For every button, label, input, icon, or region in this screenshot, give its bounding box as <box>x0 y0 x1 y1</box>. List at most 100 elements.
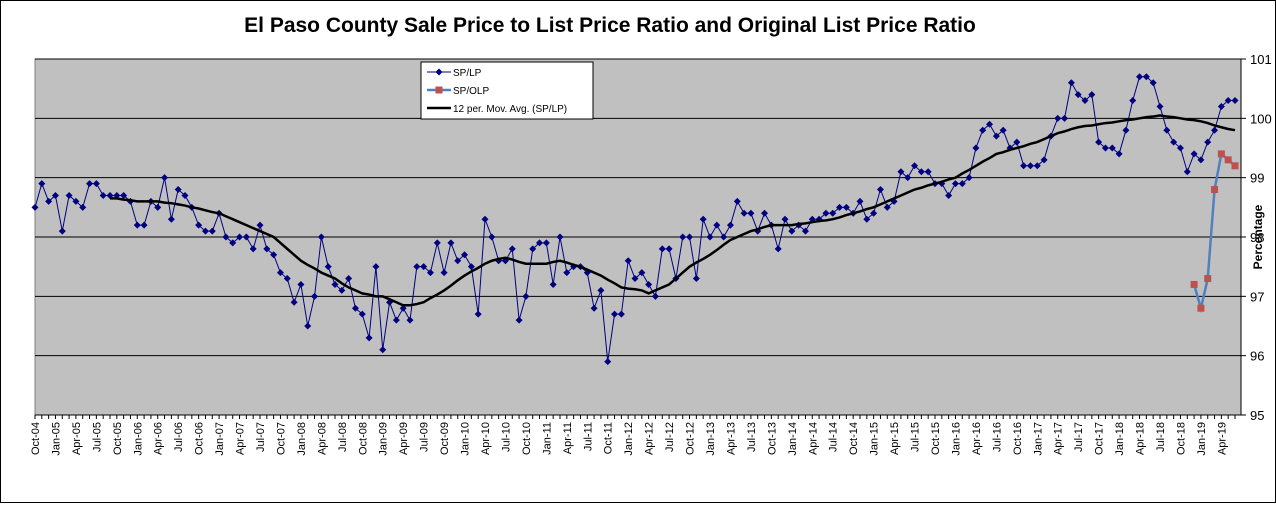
x-tick-label: Oct-05 <box>112 422 124 455</box>
y-axis-label: Percentage <box>1251 204 1265 269</box>
marker <box>1190 150 1198 158</box>
marker <box>951 180 959 188</box>
x-tick-label: Apr-07 <box>235 422 247 455</box>
marker <box>1204 138 1212 146</box>
marker <box>740 209 748 217</box>
marker <box>917 168 925 176</box>
x-tick-label: Oct-13 <box>766 422 778 455</box>
x-tick-label: Jan-08 <box>296 422 308 456</box>
marker <box>556 233 564 241</box>
x-tick-label: Apr-05 <box>71 422 83 455</box>
marker <box>413 263 421 271</box>
marker <box>1224 97 1232 105</box>
x-tick-label: Apr-12 <box>644 422 656 455</box>
marker <box>1231 97 1239 105</box>
x-tick-label: Jul-06 <box>173 422 185 452</box>
x-tick-label: Jul-15 <box>910 422 922 452</box>
marker <box>1197 304 1205 312</box>
marker <box>986 120 994 128</box>
marker <box>611 310 619 318</box>
marker <box>822 209 830 217</box>
x-tick-label: Apr-15 <box>889 422 901 455</box>
marker <box>1095 138 1103 146</box>
marker <box>774 245 782 253</box>
marker <box>331 280 339 288</box>
marker <box>311 292 319 300</box>
marker <box>904 174 912 182</box>
x-tick-label: Jul-05 <box>91 422 103 452</box>
x-tick-label: Apr-19 <box>1216 422 1228 455</box>
x-tick-label: Oct-11 <box>603 422 615 454</box>
y-tick-label: 97 <box>1250 289 1264 304</box>
marker <box>86 180 94 188</box>
x-tick-label: Oct-14 <box>848 422 860 455</box>
y-tick-label: 96 <box>1250 349 1264 364</box>
marker <box>870 209 878 217</box>
marker <box>120 191 128 199</box>
marker <box>536 239 544 247</box>
marker <box>92 180 100 188</box>
x-tick-label: Oct-16 <box>1012 422 1024 455</box>
marker <box>720 233 728 241</box>
x-tick-label: Jan-12 <box>623 422 635 456</box>
marker <box>1108 144 1116 152</box>
marker <box>31 203 39 211</box>
marker <box>72 197 80 205</box>
x-tick-label: Oct-12 <box>685 422 697 455</box>
marker <box>972 144 980 152</box>
marker <box>167 215 175 223</box>
x-tick-label: Jan-13 <box>705 422 717 456</box>
x-tick-label: Jul-08 <box>337 422 349 452</box>
marker <box>1101 144 1109 152</box>
x-tick-label: Jul-11 <box>582 422 594 451</box>
marker <box>1129 97 1137 105</box>
series-line <box>110 114 1236 307</box>
marker <box>1183 168 1191 176</box>
x-tick-label: Apr-08 <box>316 422 328 455</box>
marker <box>338 286 346 294</box>
marker <box>686 233 694 241</box>
chart-title: El Paso County Sale Price to List Price … <box>244 14 976 37</box>
marker <box>1190 280 1198 288</box>
marker <box>1033 162 1041 170</box>
x-tick-label: Apr-13 <box>725 422 737 455</box>
marker <box>181 191 189 199</box>
marker <box>542 239 550 247</box>
x-tick-label: Apr-11 <box>562 422 574 454</box>
x-tick-label: Jul-17 <box>1073 422 1085 452</box>
marker <box>1136 73 1144 81</box>
x-tick-label: Jul-07 <box>255 422 267 452</box>
marker <box>1211 186 1219 194</box>
marker <box>249 245 257 253</box>
x-tick-label: Jan-09 <box>378 422 390 456</box>
marker <box>911 162 919 170</box>
x-tick-label: Jan-14 <box>787 422 799 456</box>
marker <box>1054 114 1062 122</box>
marker <box>283 275 291 283</box>
marker <box>79 203 87 211</box>
marker <box>392 316 400 324</box>
marker <box>433 239 441 247</box>
x-tick-label: Oct-18 <box>1175 422 1187 455</box>
marker <box>345 275 353 283</box>
marker <box>801 227 809 235</box>
marker <box>829 209 837 217</box>
marker <box>379 346 387 354</box>
marker <box>1204 275 1212 283</box>
marker <box>658 245 666 253</box>
marker <box>454 257 462 265</box>
marker <box>788 227 796 235</box>
marker <box>1115 150 1123 158</box>
marker <box>706 233 714 241</box>
y-tick-label: 99 <box>1250 171 1264 186</box>
marker <box>154 203 162 211</box>
marker <box>236 233 244 241</box>
marker <box>924 168 932 176</box>
marker <box>1088 91 1096 99</box>
marker <box>420 263 428 271</box>
marker <box>1163 126 1171 134</box>
marker <box>897 168 905 176</box>
marker <box>99 191 107 199</box>
legend-marker <box>435 86 443 94</box>
x-tick-label: Jan-15 <box>869 422 881 456</box>
